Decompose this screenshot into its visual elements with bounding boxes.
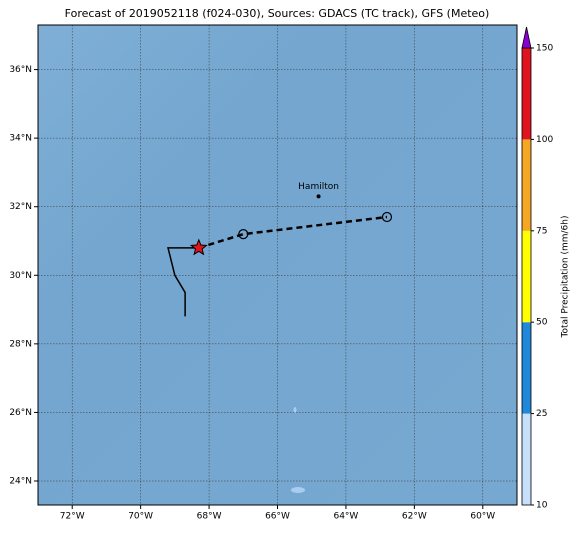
lon-label: 64°W [333, 512, 358, 522]
title: Forecast of 2019052118 (f024-030), Sourc… [65, 7, 490, 20]
colorbar-label: 150 [536, 44, 553, 54]
lat-label: 30°N [9, 271, 32, 281]
colorbar-label: 50 [536, 318, 548, 328]
forecast-track [198, 215, 388, 250]
city-marker [316, 194, 321, 199]
colorbar-segment [522, 139, 531, 231]
colorbar-label: 100 [536, 135, 553, 145]
lon-label: 60°W [470, 512, 495, 522]
colorbar-label: 10 [536, 501, 548, 511]
lon-label: 70°W [128, 512, 153, 522]
colorbar-title: Total Precipitation (mm/6h) [561, 215, 571, 338]
colorbar-segment [522, 230, 531, 323]
lon-label: 72°W [60, 512, 85, 522]
colorbar-label: 75 [536, 226, 547, 236]
city-label: Hamilton [298, 182, 339, 192]
colorbar-segment [522, 322, 531, 414]
colorbar-segment [522, 413, 531, 505]
island [293, 407, 297, 413]
lat-label: 24°N [9, 477, 32, 487]
lon-label: 62°W [402, 512, 427, 522]
colorbar-label: 25 [536, 409, 547, 419]
island [291, 487, 305, 493]
colorbar-extend [521, 26, 532, 49]
lat-label: 32°N [9, 202, 32, 212]
colorbar-segment [522, 48, 531, 140]
lat-label: 34°N [9, 134, 32, 144]
lon-label: 66°W [265, 512, 290, 522]
lat-label: 26°N [9, 408, 32, 418]
colorbar-frame [521, 47, 532, 506]
forecast-point [381, 211, 393, 223]
storm-position [189, 238, 208, 256]
lat-label: 28°N [9, 339, 32, 349]
past-track [167, 247, 199, 317]
lat-label: 36°N [9, 65, 32, 75]
lon-label: 68°W [197, 512, 222, 522]
forecast-point [238, 229, 249, 240]
